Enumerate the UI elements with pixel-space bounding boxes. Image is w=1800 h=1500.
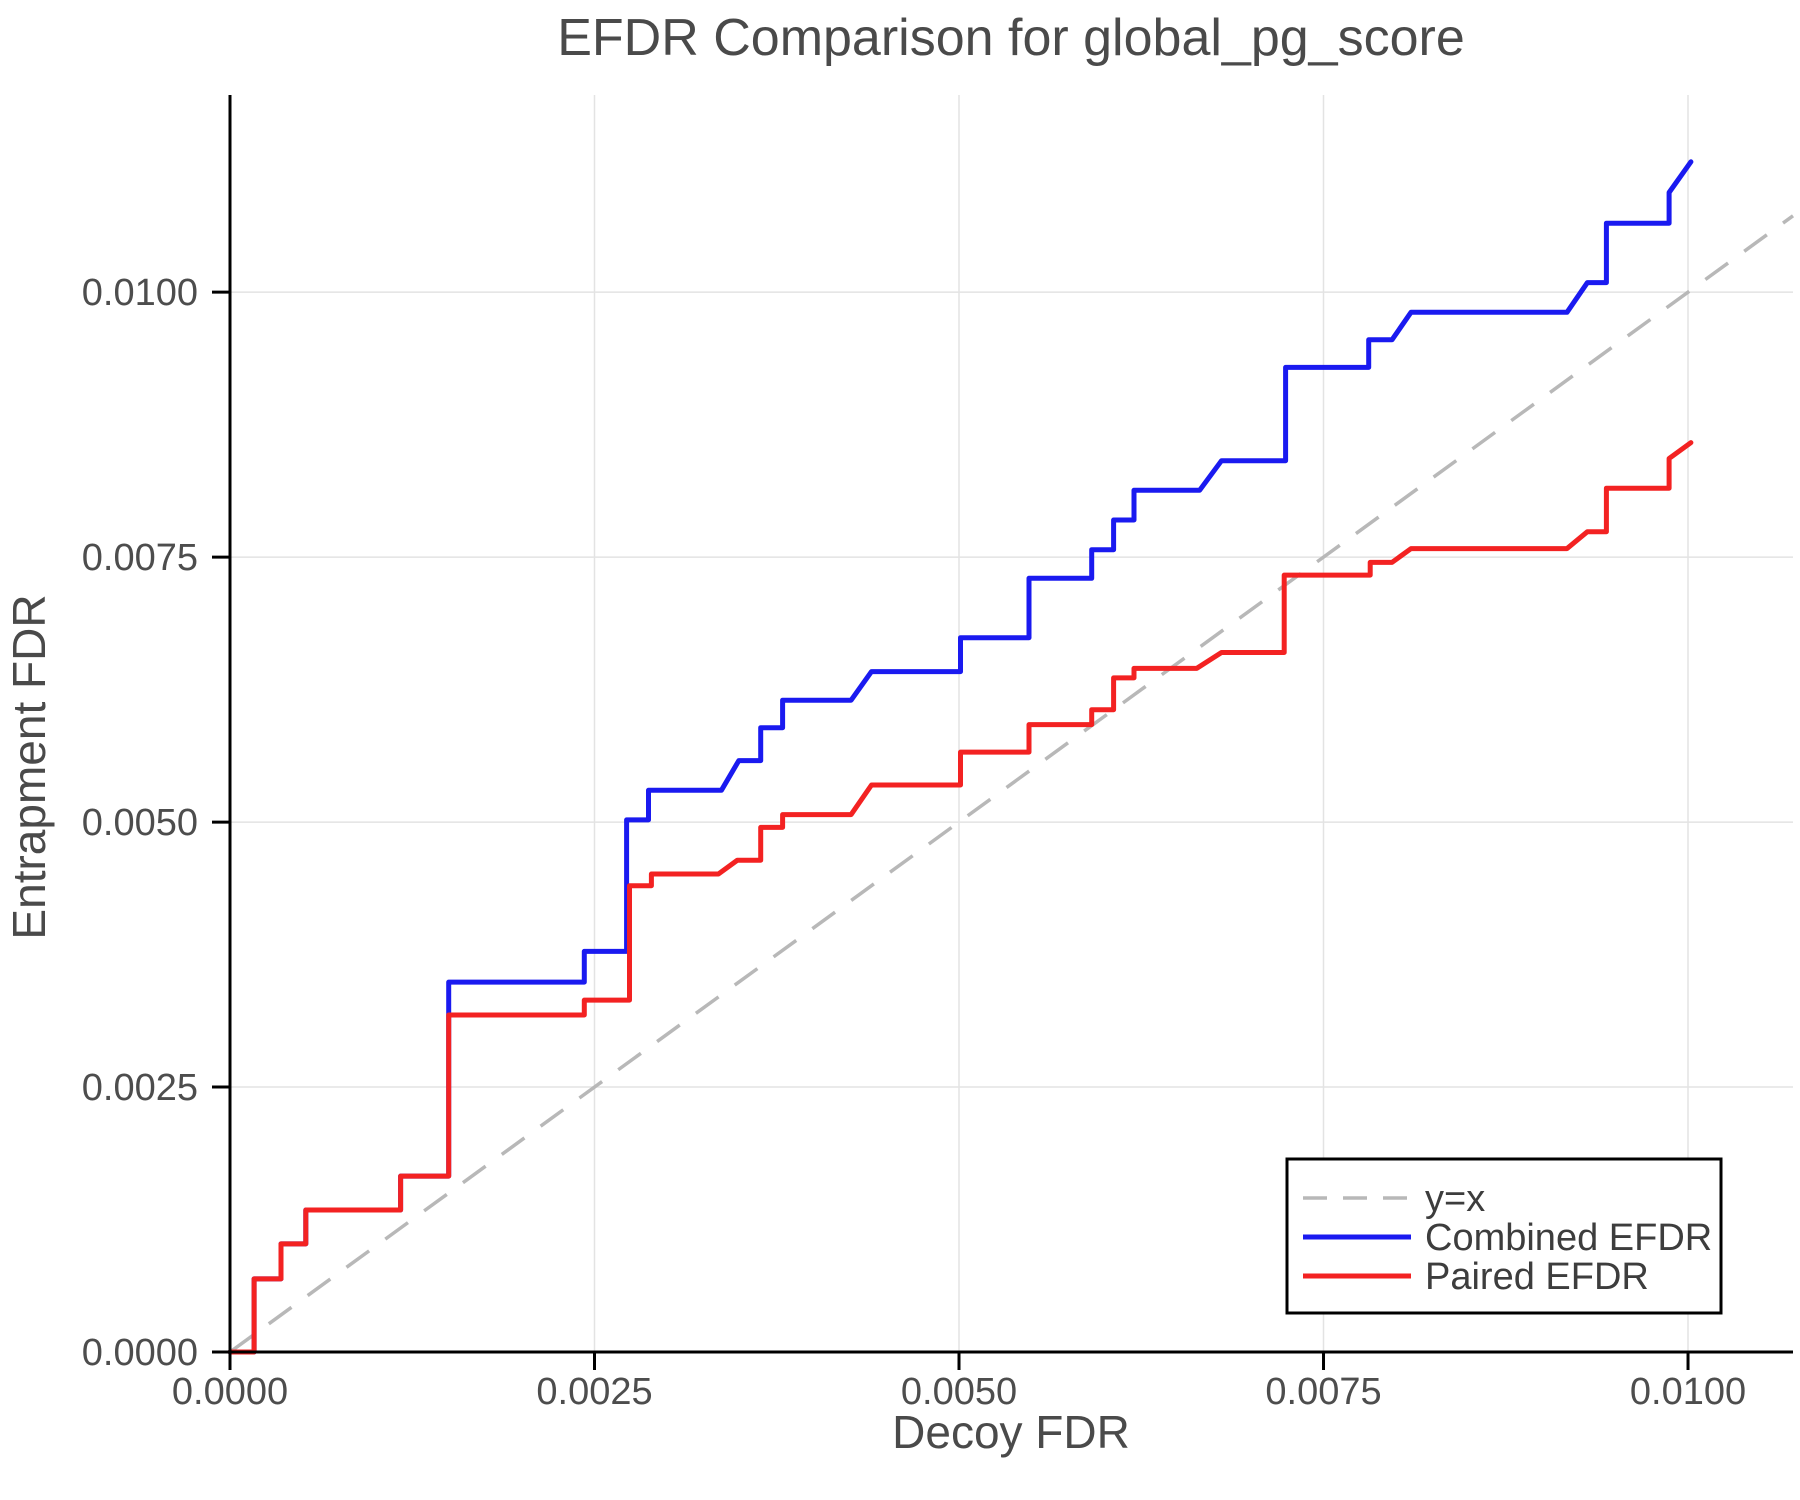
x-tick-label: 0.0025 <box>536 1371 652 1413</box>
legend-label-yx: y=x <box>1425 1178 1485 1220</box>
axes <box>228 95 1793 1354</box>
legend-label-paired: Paired EFDR <box>1425 1256 1649 1298</box>
y-axis-label: Entrapment FDR <box>3 594 55 939</box>
y-tick-label: 0.0100 <box>82 272 198 314</box>
x-tick-label: 0.0000 <box>172 1371 288 1413</box>
series-line-paired-efdr <box>227 440 1694 1355</box>
x-axis-label: Decoy FDR <box>892 1406 1130 1458</box>
legend: y=x Combined EFDR Paired EFDR <box>1285 1157 1723 1315</box>
x-tick-label: 0.0050 <box>901 1371 1017 1413</box>
y-tick-label: 0.0000 <box>82 1332 198 1374</box>
plot-lines <box>227 159 1795 1355</box>
y-tick-label: 0.0050 <box>82 802 198 844</box>
reference-line-y-equals-x <box>228 214 1795 1354</box>
x-tick-label: 0.0100 <box>1630 1371 1746 1413</box>
y-tick-label: 0.0025 <box>82 1067 198 1109</box>
gridlines <box>230 95 1793 1352</box>
tick-marks-and-labels: 0.0000 0.0025 0.0050 0.0075 0.0100 0.0000 0.00… <box>82 272 1746 1413</box>
chart-title: EFDR Comparison for global_pg_score <box>557 9 1465 67</box>
y-tick-label: 0.0075 <box>82 537 198 579</box>
x-tick-label: 0.0075 <box>1265 1371 1381 1413</box>
legend-label-combined: Combined EFDR <box>1425 1217 1712 1259</box>
